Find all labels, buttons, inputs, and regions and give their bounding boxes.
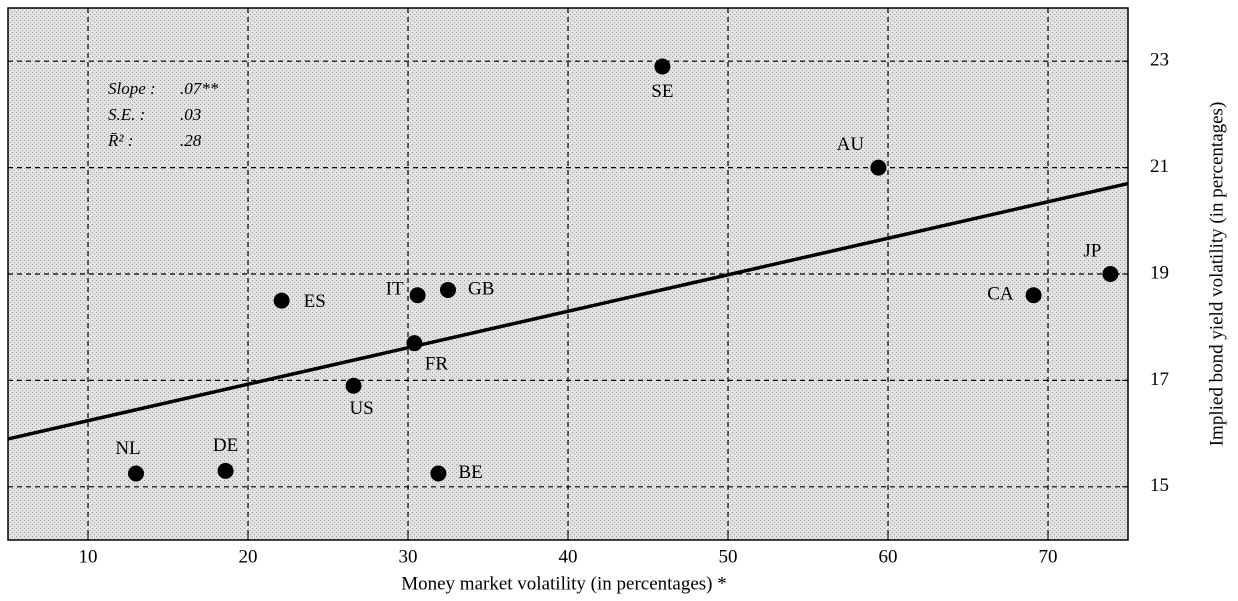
y-tick-label: 21 [1150,156,1169,177]
annotation-value: .07** [180,79,219,98]
x-axis-label: Money market volatility (in percentages)… [401,573,727,594]
point [440,281,456,298]
point-label: NL [115,438,140,459]
point-label: CA [987,284,1014,305]
point-label: BE [458,462,482,483]
annotation-value: .28 [180,131,202,150]
x-tick-label: 70 [1039,546,1058,567]
point-label: DE [213,435,238,456]
point [430,465,447,482]
point [409,287,426,304]
point [1102,266,1119,282]
x-tick-label: 40 [559,546,578,567]
point-label: GB [468,278,494,299]
x-tick-label: 30 [399,546,418,567]
annotation-name: S.E. : [108,105,145,124]
point [273,292,290,309]
point [870,159,887,176]
point-label: FR [425,354,449,375]
annotation-name: Slope : [108,79,156,98]
point [406,335,423,352]
point-label: IT [386,279,404,300]
point-label: ES [304,291,326,312]
y-tick-label: 17 [1150,369,1169,390]
point [1025,287,1042,304]
point-label: JP [1083,240,1101,261]
annotation-name: R̄² : [107,131,133,150]
fit-line [7,181,1129,441]
annotation-value: .03 [180,105,201,124]
point-label: SE [651,81,673,102]
y-tick-label: 15 [1150,475,1169,496]
point [654,58,671,75]
x-tick-label: 10 [79,546,98,567]
point-label: US [349,398,373,419]
y-tick-label: 23 [1150,50,1169,71]
point [217,462,234,479]
x-tick-label: 20 [239,546,258,567]
point-label: AU [837,134,865,155]
point [345,377,362,394]
y-tick-label: 19 [1150,262,1169,283]
x-tick-label: 50 [719,546,738,567]
x-tick-label: 60 [879,546,898,567]
y-axis-label: Implied bond yield volatility (in percen… [1206,102,1227,447]
point [128,465,144,482]
